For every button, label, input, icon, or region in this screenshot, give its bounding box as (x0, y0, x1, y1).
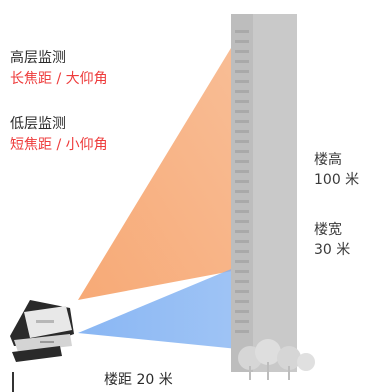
ground-marker (12, 372, 14, 392)
low-monitoring-beam (78, 262, 248, 350)
low-monitoring-subtitle: 短焦距 / 小仰角 (10, 137, 108, 153)
security-camera-icon (10, 300, 74, 362)
building (231, 14, 297, 372)
high-monitoring-beam (78, 20, 248, 300)
building-width-value: 30 米 (314, 242, 351, 258)
high-monitoring-title: 高层监测 (10, 50, 66, 66)
building-width-label: 楼宽 (314, 222, 342, 238)
building-height-label: 楼高 (314, 152, 342, 168)
distance-label: 楼距 20 米 (104, 372, 173, 388)
low-monitoring-title: 低层监测 (10, 116, 66, 132)
building-height-value: 100 米 (314, 172, 360, 188)
building-windows (235, 30, 249, 333)
tree-icon (238, 339, 315, 380)
high-monitoring-subtitle: 长焦距 / 大仰角 (10, 71, 108, 87)
